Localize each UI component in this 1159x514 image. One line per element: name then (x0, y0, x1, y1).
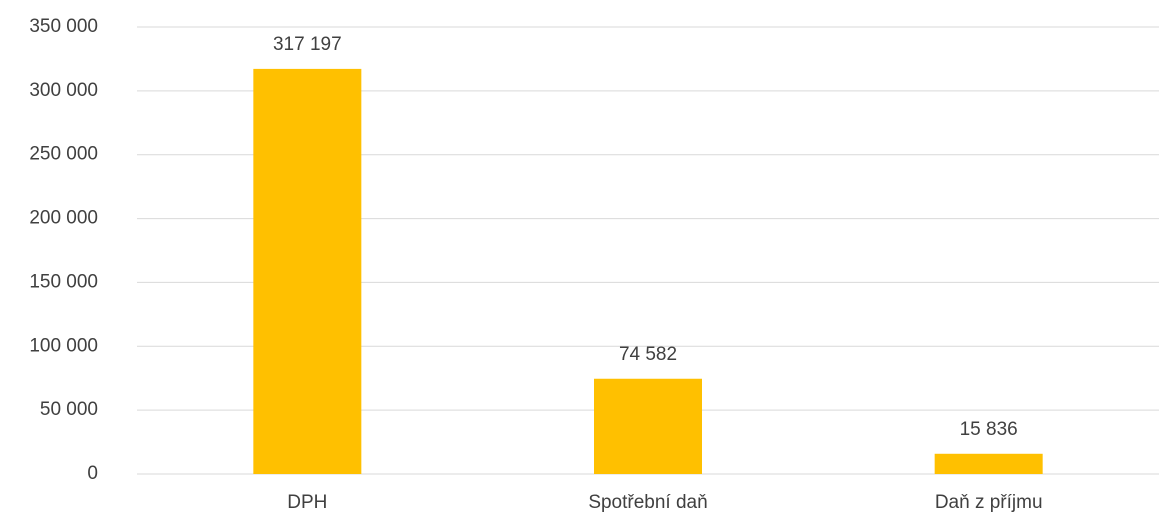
bar (253, 68, 362, 475)
data-label: 15 836 (960, 419, 1018, 440)
y-tick-label: 200 000 (29, 208, 98, 229)
x-tick-label: Daň z příjmu (935, 492, 1043, 513)
bar (934, 453, 1043, 474)
y-tick-label: 100 000 (29, 335, 98, 356)
data-label: 74 582 (619, 344, 677, 365)
y-tick-label: 50 000 (40, 399, 98, 420)
y-tick-label: 350 000 (29, 16, 98, 37)
x-tick-label: DPH (287, 492, 327, 513)
y-tick-label: 0 (87, 463, 98, 484)
y-tick-label: 150 000 (29, 271, 98, 292)
data-label: 317 197 (273, 34, 342, 55)
y-tick-label: 300 000 (29, 80, 98, 101)
y-tick-label: 250 000 (29, 144, 98, 165)
x-tick-label: Spotřební daň (588, 492, 707, 513)
bar (594, 378, 702, 474)
